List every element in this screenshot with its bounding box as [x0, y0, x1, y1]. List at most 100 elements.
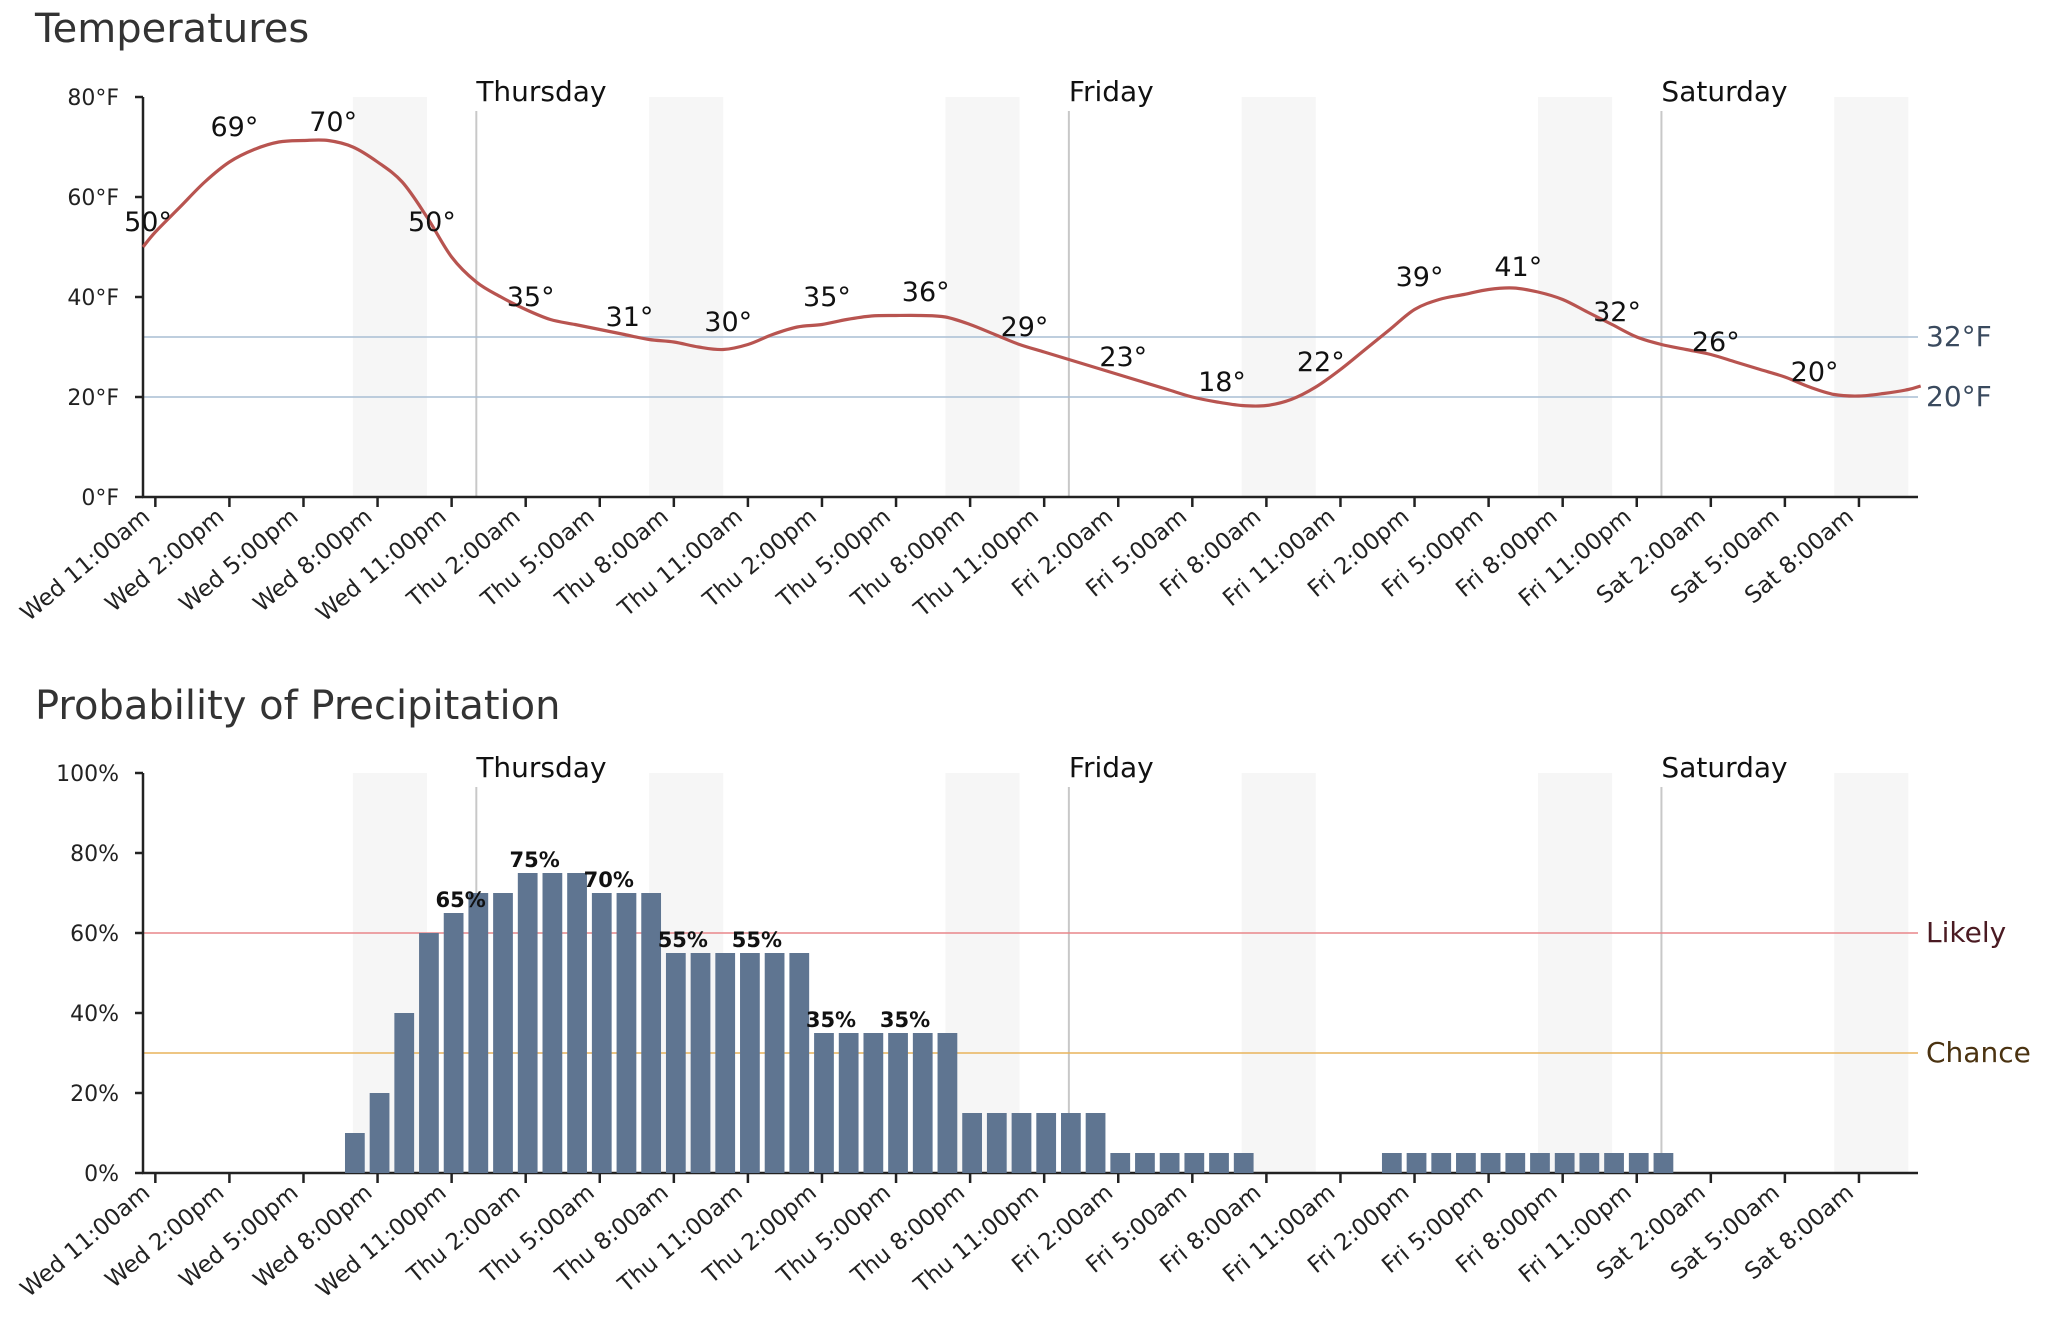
precip-bar-17 [764, 953, 785, 1173]
temperature-label-11: 18° [1198, 367, 1246, 398]
temperature-label-3: 50° [408, 207, 456, 238]
temperature-label-5: 31° [606, 302, 654, 333]
temperature-label-15: 32° [1593, 297, 1641, 328]
precip-bar-27 [1011, 1113, 1032, 1173]
x-tick-label-4: Wed 11:00pm [312, 1180, 452, 1303]
precip-bar-37 [1381, 1153, 1402, 1173]
precip-bar-40 [1456, 1153, 1476, 1173]
x-tick-label-8: Thu 11:00am [613, 1180, 748, 1299]
precip-bar-20 [838, 1033, 859, 1173]
precip-bar-33 [1159, 1153, 1180, 1173]
day-label-saturday: Saturday [1661, 75, 1787, 108]
precip-bar-1 [369, 1093, 390, 1173]
temperature-label-17: 20° [1791, 357, 1839, 388]
precip-bar-35 [1209, 1153, 1229, 1173]
temperature-label-7: 35° [803, 282, 851, 313]
y-tick-label-4: 80% [70, 842, 119, 867]
temperature-label-1: 69° [210, 112, 258, 143]
precip-bar-43 [1530, 1153, 1550, 1173]
precip-bar-label-4: 55% [732, 928, 782, 952]
day-label-saturday: Saturday [1661, 751, 1787, 784]
precip-bar-29 [1060, 1113, 1081, 1173]
precip-bar-label-3: 55% [658, 928, 708, 952]
temperature-label-4: 35° [507, 282, 555, 313]
night-band-5 [1834, 773, 1909, 1173]
night-band-2 [945, 773, 1020, 1173]
day-label-thursday: Thursday [475, 751, 606, 784]
temperature-chart: Thursday Friday Saturday 32°F 20°F 0°F 20°F 40°… [16, 75, 1992, 627]
precip-bar-41 [1480, 1153, 1501, 1173]
precip-bar-0 [344, 1133, 365, 1173]
day-label-friday: Friday [1069, 751, 1154, 784]
precip-bar-8 [542, 873, 563, 1173]
precip-bar-14 [690, 953, 711, 1173]
precip-bar-label-6: 35% [880, 1008, 930, 1032]
temperature-label-13: 39° [1396, 262, 1444, 293]
y-tick-label-5: 100% [56, 762, 119, 787]
precip-bar-36 [1233, 1153, 1254, 1173]
precip-bar-13 [665, 953, 686, 1173]
precip-bar-12 [641, 893, 662, 1173]
reference-label-0: 32°F [1926, 320, 1992, 353]
precipitation-chart-title: Probability of Precipitation [35, 683, 561, 729]
precip-bar-31 [1110, 1153, 1131, 1173]
precip-bar-44 [1554, 1153, 1575, 1173]
precip-bar-28 [1036, 1113, 1057, 1173]
precip-bar-4 [443, 913, 464, 1173]
precip-bar-label-1: 75% [510, 848, 560, 872]
precip-bar-15 [715, 953, 736, 1173]
precip-bar-6 [493, 893, 513, 1173]
temperature-label-6: 30° [704, 307, 752, 338]
precip-bar-48 [1653, 1153, 1674, 1173]
precip-bar-30 [1085, 1113, 1106, 1173]
precip-bar-42 [1505, 1153, 1526, 1173]
precip-bar-label-5: 35% [806, 1008, 856, 1032]
day-label-friday: Friday [1069, 75, 1154, 108]
precip-bar-38 [1406, 1153, 1427, 1173]
temperature-chart-title: Temperatures [35, 6, 310, 52]
temperature-label-2: 70° [309, 107, 357, 138]
x-tick-label-12: Thu 11:00pm [909, 1180, 1044, 1299]
reference-label-1: 20°F [1926, 380, 1992, 413]
reference-label-0: Likely [1926, 916, 2006, 949]
temperature-label-12: 22° [1297, 347, 1345, 378]
night-band-5 [1834, 97, 1909, 497]
precip-bar-46 [1604, 1153, 1624, 1173]
y-tick-label-1: 20% [70, 1082, 119, 1107]
night-band-1 [649, 97, 724, 497]
precip-bar-9 [567, 873, 587, 1173]
precip-bar-32 [1135, 1153, 1155, 1173]
precip-bar-47 [1628, 1153, 1649, 1173]
day-label-thursday: Thursday [475, 75, 606, 108]
precip-bar-3 [419, 933, 439, 1173]
y-tick-label-4: 80°F [67, 86, 119, 111]
temperature-line [141, 138, 1922, 408]
reference-label-1: Chance [1926, 1036, 2031, 1069]
temperature-label-10: 23° [1099, 342, 1147, 373]
night-band-0 [352, 773, 427, 1173]
night-band-2 [945, 97, 1020, 497]
y-tick-label-2: 40% [70, 1002, 119, 1027]
precip-bar-21 [863, 1033, 884, 1173]
x-tick-label-0: Wed 11:00am [16, 1180, 155, 1303]
precip-bar-25 [962, 1113, 982, 1173]
precip-bar-label-2: 70% [584, 868, 634, 892]
y-tick-label-1: 20°F [67, 386, 119, 411]
precip-bar-34 [1184, 1153, 1205, 1173]
precip-bar-24 [937, 1033, 958, 1173]
precip-bar-5 [468, 893, 489, 1173]
precip-bar-7 [517, 873, 538, 1173]
night-band-0 [352, 97, 427, 497]
precip-bar-45 [1579, 1153, 1600, 1173]
night-band-4 [1537, 773, 1613, 1173]
night-band-1 [649, 773, 724, 1173]
temperature-label-0: 50° [124, 207, 172, 238]
precip-bar-23 [912, 1033, 933, 1173]
y-tick-label-0: 0% [84, 1162, 119, 1187]
precip-bar-18 [789, 953, 810, 1173]
y-tick-label-3: 60°F [67, 186, 119, 211]
night-band-3 [1241, 773, 1316, 1173]
temperature-label-16: 26° [1692, 327, 1740, 358]
temperature-label-14: 41° [1494, 252, 1542, 283]
